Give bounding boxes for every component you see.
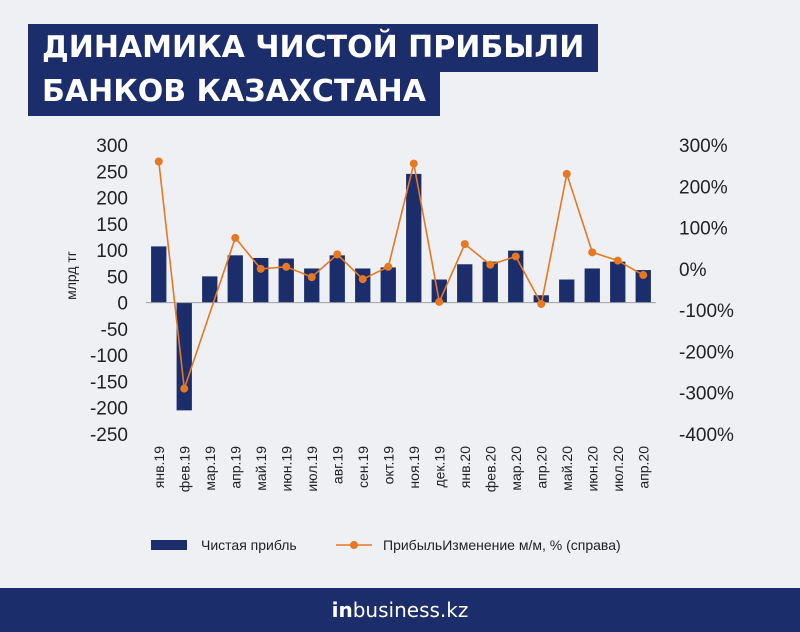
bar <box>533 295 549 303</box>
line-point <box>537 299 546 308</box>
x-tick-label: сен.19 <box>355 446 371 488</box>
x-tick-label: янв.20 <box>457 446 473 488</box>
x-tick-label: фев.20 <box>482 446 498 492</box>
line-point <box>511 252 520 261</box>
y2-tick-label: -200% <box>679 342 734 363</box>
line-point <box>180 384 189 393</box>
x-tick-label: июн.20 <box>584 446 600 492</box>
bar <box>176 302 192 411</box>
bar <box>584 268 600 303</box>
y-tick-label: -200 <box>90 399 128 420</box>
y-tick-label: 200 <box>96 189 128 210</box>
logo-rest: business.kz <box>352 598 469 622</box>
y-tick-label: -100 <box>90 346 128 367</box>
x-tick-label: мар.19 <box>202 446 218 491</box>
line-point <box>409 159 418 168</box>
y2-tick-label: -100% <box>679 301 734 322</box>
line-point <box>562 169 571 178</box>
x-tick-label: апр.20 <box>533 446 549 489</box>
y-tick-label: 100 <box>96 241 128 262</box>
x-tick-label: фев.19 <box>176 446 192 492</box>
bar <box>559 279 575 303</box>
line-point <box>588 248 597 257</box>
y-tick-label: 250 <box>96 162 128 183</box>
y-tick-label: 300 <box>96 136 128 157</box>
y2-tick-label: 100% <box>679 219 728 240</box>
y2-tick-label: -400% <box>679 425 734 446</box>
x-tick-label: мар.20 <box>508 446 524 491</box>
x-tick-label: дек.19 <box>431 446 447 488</box>
y-axis-label: млрд тг <box>63 251 79 300</box>
x-tick-label: янв.19 <box>151 446 167 488</box>
bar <box>482 261 498 303</box>
x-tick-label: апр.20 <box>635 446 651 489</box>
x-tick-label: авг.19 <box>329 446 345 484</box>
y-tick-label: -150 <box>90 372 128 393</box>
bar <box>380 267 396 303</box>
line-point <box>435 297 444 306</box>
line-point <box>231 233 240 242</box>
y-tick-label: -250 <box>90 425 128 446</box>
bar <box>610 261 626 303</box>
y2-tick-label: 200% <box>679 177 728 198</box>
bar <box>227 255 243 303</box>
line-point <box>639 271 648 280</box>
line-point <box>154 157 163 166</box>
line-point <box>486 260 495 269</box>
legend-bar-swatch <box>151 540 187 550</box>
x-tick-label: май.20 <box>559 446 575 491</box>
y2-tick-label: -300% <box>679 384 734 405</box>
bar <box>329 255 345 303</box>
line-point <box>307 273 316 282</box>
footer-bar: inbusiness.kz <box>0 588 800 632</box>
y-tick-label: -50 <box>101 320 128 341</box>
x-tick-label: апр.19 <box>227 446 243 489</box>
line-point <box>358 275 367 284</box>
y2-tick-label: 300% <box>679 136 728 157</box>
bar <box>406 173 422 303</box>
bar <box>253 257 269 303</box>
bar <box>635 270 651 303</box>
inbusiness-logo: inbusiness.kz <box>332 598 469 622</box>
y2-tick-label: 0% <box>679 260 707 281</box>
title-line-1: ДИНАМИКА ЧИСТОЙ ПРИБЫЛИ <box>28 24 599 72</box>
bar <box>278 258 294 303</box>
y-tick-label: 50 <box>107 267 128 288</box>
x-tick-label: окт.19 <box>380 446 396 485</box>
bar <box>457 264 473 303</box>
x-tick-label: май.19 <box>253 446 269 491</box>
y-tick-label: 150 <box>96 215 128 236</box>
x-tick-label: июн.19 <box>278 446 294 492</box>
line-point <box>384 262 393 271</box>
line-point <box>282 262 291 271</box>
x-tick-label: июл.20 <box>610 446 626 492</box>
line-point <box>613 256 622 265</box>
logo-prefix: in <box>331 598 353 622</box>
line-point <box>256 264 265 273</box>
x-tick-label: июл.19 <box>304 446 320 492</box>
bar <box>151 246 167 303</box>
bar <box>202 276 218 303</box>
line-point <box>460 240 469 249</box>
legend-line-marker <box>350 541 358 549</box>
title-line-2: БАНКОВ КАЗАХСТАНА <box>28 68 440 116</box>
bar <box>431 279 447 303</box>
line-point <box>333 250 342 259</box>
chart: 300 250 200 150 100 50 0 -50 -100 -150 -200 -250 млр… <box>63 136 734 553</box>
y-tick-label: 0 <box>117 294 128 315</box>
x-tick-label: ноя.19 <box>406 446 422 489</box>
legend-line-label: ПрибыльИзменение м/м, % (справа) <box>383 537 621 553</box>
legend-bar-label: Чистая прибль <box>201 537 297 553</box>
